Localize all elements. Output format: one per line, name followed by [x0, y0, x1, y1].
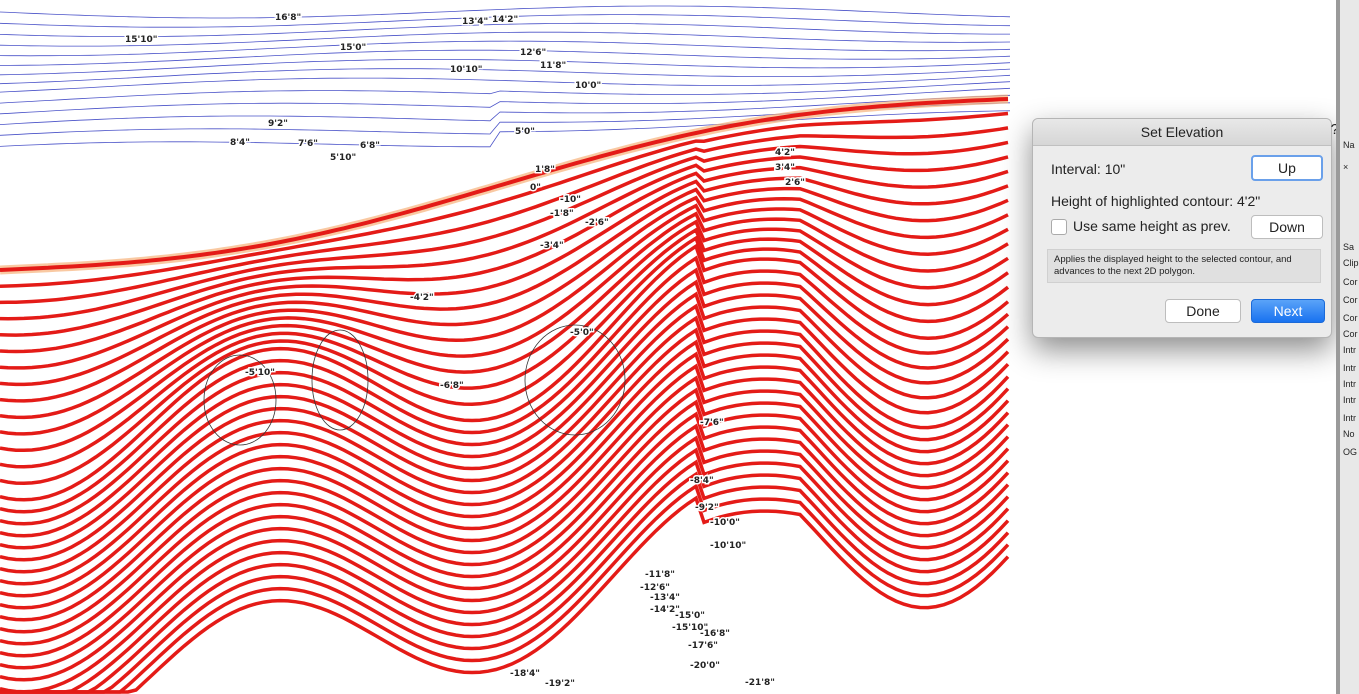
contour-label: -5'0" [570, 328, 594, 338]
page: {"dialog": {"title": "Set Elevation", "h… [0, 0, 1359, 694]
contour-label: 6'8" [360, 141, 380, 151]
contour-label: -17'6" [688, 641, 718, 651]
contour-label: 13'4" [462, 17, 488, 27]
contour-label: -2'6" [585, 218, 609, 228]
panel-item[interactable]: Intr [1340, 377, 1356, 392]
contour-label: 5'0" [515, 127, 535, 137]
down-button[interactable]: Down [1251, 215, 1323, 239]
up-button[interactable]: Up [1251, 155, 1323, 181]
panel-item[interactable]: Intr [1340, 411, 1356, 426]
panel-item[interactable]: Na [1340, 138, 1355, 153]
contour-label: 14'2" [492, 15, 518, 25]
next-button[interactable]: Next [1251, 299, 1325, 323]
checkbox[interactable] [1051, 219, 1067, 235]
contour-label: 11'8" [540, 61, 566, 71]
height-label: Height of highlighted contour: 4'2" [1051, 193, 1260, 209]
contour-label: 12'6" [520, 48, 546, 58]
set-elevation-dialog: Set Elevation? Interval: 10" Up Height o… [1032, 118, 1332, 338]
contour-line [0, 111, 1010, 147]
contour-label: -20'0" [690, 661, 720, 671]
contour-label: 15'0" [340, 43, 366, 53]
contour-label: -18'4" [510, 669, 540, 679]
panel-item[interactable]: Sa [1340, 240, 1354, 255]
contour-label: 0" [530, 183, 541, 193]
contour-line [0, 50, 1010, 65]
side-panel: Na×SaClipCorCorCorCorIntrIntrIntrIntrInt… [1336, 0, 1359, 694]
panel-item[interactable]: Cor [1340, 293, 1358, 308]
contour-label: 15'10" [125, 35, 158, 45]
contour-label: -10" [560, 195, 581, 205]
contour-label: -3'4" [540, 241, 564, 251]
interval: Interval: 10" [1051, 161, 1125, 177]
contour-label: 7'6" [298, 139, 318, 149]
panel-item[interactable]: Intr [1340, 343, 1356, 358]
checkbox-label[interactable]: Use same height as prev. [1073, 218, 1231, 234]
done-button[interactable]: Done [1165, 299, 1241, 323]
contour-label: -1'8" [550, 209, 574, 219]
contour-label: -10'10" [710, 541, 746, 551]
panel-item[interactable]: No [1340, 427, 1355, 442]
contour-label: -10'0" [710, 518, 740, 528]
contour-line [0, 69, 1010, 84]
panel-item[interactable]: × [1340, 160, 1348, 175]
contour-label: -11'8" [645, 570, 675, 580]
panel-item[interactable]: Intr [1340, 393, 1356, 408]
contour-line [0, 486, 1008, 692]
contour-label: -6'8" [440, 381, 464, 391]
contour-line [0, 99, 1008, 270]
contour-label: -7'6" [700, 418, 724, 428]
contour-label: -16'8" [700, 629, 730, 639]
contour-line [0, 82, 1010, 103]
contour-label: -8'4" [690, 476, 714, 486]
panel-item[interactable]: Cor [1340, 311, 1358, 326]
contour-line [0, 128, 1008, 303]
dialog-title: Set Elevation [1141, 124, 1224, 140]
contour-label: -9'2" [695, 503, 719, 513]
panel-item[interactable]: Cor [1340, 327, 1358, 342]
contour-label: 10'0" [575, 81, 601, 91]
contour-label: 3'4" [775, 163, 795, 173]
contour-label: -4'2" [410, 293, 434, 303]
contour-label: 10'10" [450, 65, 483, 75]
panel-item[interactable]: Cor [1340, 275, 1358, 290]
contour-label: -13'4" [650, 593, 680, 603]
contour-line [0, 206, 1008, 418]
contour-label: -21'8" [745, 678, 775, 688]
contour-label: 5'10" [330, 153, 356, 163]
contour-label: 8'4" [230, 138, 250, 148]
contour-label: 16'8" [275, 13, 301, 23]
contour-label: -12'6" [640, 583, 670, 593]
contour-label: -5'10" [245, 368, 275, 378]
panel-item[interactable]: Clip [1340, 256, 1359, 271]
title-bar: Set Elevation? [1033, 119, 1331, 146]
contour-map[interactable]: 16'8" 15'10" 15'0" 13'4" 14'2" 12'6" 11'8" 10'1… [0, 0, 1012, 694]
contour-label: 1'8" [535, 165, 555, 175]
panel-item[interactable]: Intr [1340, 361, 1356, 376]
panel-item[interactable]: OG [1340, 445, 1357, 460]
contour-label: 2'6" [785, 178, 805, 188]
contour-label: 9'2" [268, 119, 288, 129]
note: Applies the displayed height to the sele… [1047, 249, 1321, 283]
contour-label: -15'0" [675, 611, 705, 621]
contour-label: 4'2" [775, 148, 795, 158]
contour-label: -19'2" [545, 679, 575, 689]
